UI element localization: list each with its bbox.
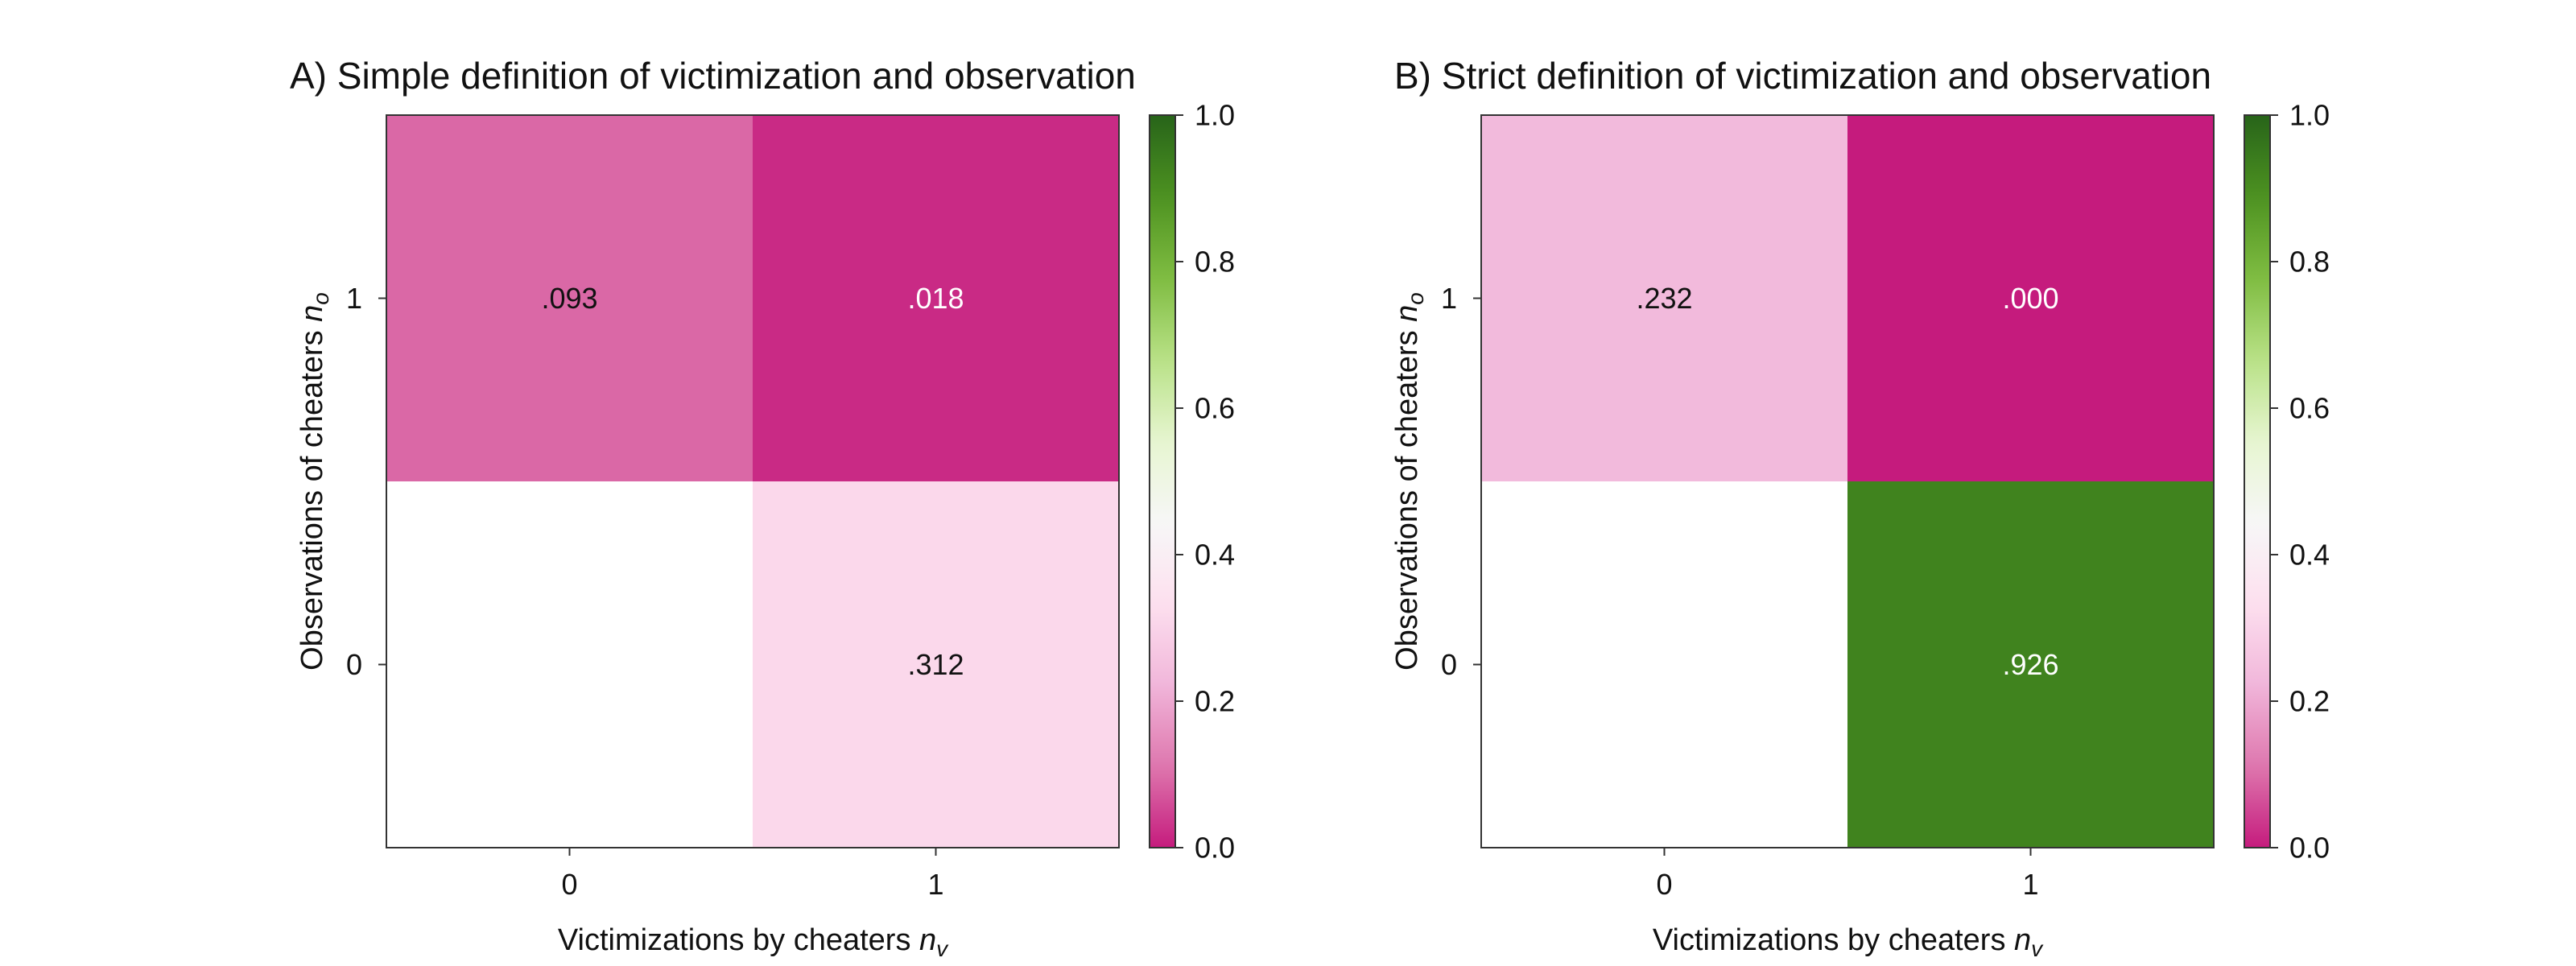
x-tick-label: 1	[927, 868, 943, 901]
colorbar-tick-label: 1.0	[1195, 99, 1235, 132]
colorbar-tick-label: 0.2	[1195, 685, 1235, 718]
y-tick-label: 0	[1441, 648, 1457, 681]
colorbar-tick-label: 0.4	[2289, 539, 2330, 572]
x-axis-label: Victimizations by cheaters nv	[558, 923, 949, 961]
heatmap-cell	[753, 481, 1119, 848]
cell-value-label: .093	[541, 282, 597, 315]
panel-a: A) Simple definition of victimization an…	[290, 55, 1235, 961]
heatmap-cell	[1847, 481, 2214, 848]
x-axis-label: Victimizations by cheaters nv	[1653, 923, 2044, 961]
colorbar-tick-label: 0.0	[1195, 832, 1235, 865]
colorbar-tick-label: 0.0	[2289, 832, 2330, 865]
cell-value-label: .018	[907, 282, 964, 315]
heatmap-cell	[1847, 115, 2214, 481]
x-tick-label: 1	[2022, 868, 2038, 901]
panel-b: B) Strict definition of victimization an…	[1390, 55, 2330, 961]
x-tick-label: 0	[1656, 868, 1672, 901]
y-axis-label: Observations of cheaters no	[295, 292, 333, 671]
heatmap-cell	[386, 481, 753, 848]
colorbar-tick-label: 0.2	[2289, 685, 2330, 718]
colorbar-tick-label: 0.4	[1195, 539, 1235, 572]
heatmap-cell	[386, 115, 753, 481]
colorbar	[2244, 115, 2270, 848]
colorbar-tick-label: 0.8	[2289, 246, 2330, 279]
cell-value-label: .232	[1636, 282, 1692, 315]
heatmap-cell	[753, 115, 1119, 481]
colorbar-frame	[1149, 114, 1176, 848]
cell-value-label: .000	[2002, 282, 2058, 315]
cell-value-label: .312	[907, 648, 964, 681]
cell-value-label: .926	[2002, 648, 2058, 681]
colorbar	[1150, 115, 1175, 848]
heatmap-cell	[1481, 481, 1847, 848]
plot-frame	[386, 114, 1120, 848]
x-tick-label: 0	[561, 868, 577, 901]
chart-title: A) Simple definition of victimization an…	[290, 55, 1136, 97]
plot-frame	[1480, 114, 2215, 848]
colorbar-frame	[2244, 114, 2271, 848]
heatmap-cell	[1481, 115, 1847, 481]
y-tick-label: 1	[1441, 282, 1457, 315]
y-tick-label: 1	[346, 282, 362, 315]
colorbar-tick-label: 1.0	[2289, 99, 2330, 132]
colorbar-tick-label: 0.6	[1195, 392, 1235, 425]
colorbar-tick-label: 0.8	[1195, 246, 1235, 279]
y-axis-label: Observations of cheaters no	[1390, 292, 1428, 671]
chart-title: B) Strict definition of victimization an…	[1394, 55, 2211, 97]
y-tick-label: 0	[346, 648, 362, 681]
colorbar-tick-label: 0.6	[2289, 392, 2330, 425]
